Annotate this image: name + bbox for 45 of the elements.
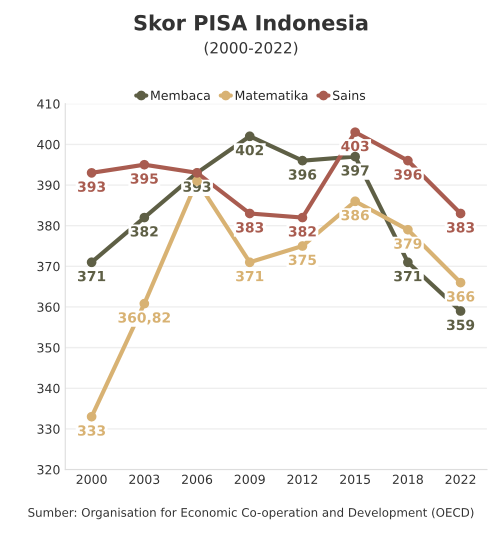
x-tick-label: 2022: [446, 474, 476, 484]
legend-label: Matematika: [236, 90, 308, 100]
y-tick-label: 340: [37, 384, 60, 394]
legend-label: Membaca: [151, 90, 210, 100]
data-label: 371: [78, 270, 106, 282]
data-label: 360,82: [118, 312, 170, 324]
data-label: 333: [78, 425, 106, 436]
data-label: 382: [130, 226, 158, 237]
y-tick-label: 400: [37, 140, 60, 150]
data-label: 375: [288, 254, 316, 266]
x-tick-label: 2006: [182, 474, 212, 484]
y-tick-label: 320: [37, 465, 60, 474]
y-tick-label: 370: [37, 262, 60, 272]
data-label: 403: [341, 140, 369, 152]
data-label: 393: [78, 181, 106, 192]
chart-subtitle: (2000-2022): [204, 42, 298, 56]
data-label: 371: [394, 270, 422, 282]
data-label: 386: [342, 210, 369, 220]
x-tick-label: 2003: [129, 474, 160, 484]
data-label: 371: [236, 270, 264, 282]
data-label: 359: [447, 320, 474, 330]
x-tick-label: 2009: [234, 474, 265, 484]
x-tick-label: 2015: [340, 474, 370, 484]
legend-label: Sains: [333, 90, 366, 100]
data-label: 402: [236, 144, 264, 156]
data-label: 396: [288, 169, 316, 180]
x-tick-label: 2000: [76, 474, 107, 484]
x-tick-label: 2018: [392, 474, 423, 484]
y-tick-label: 410: [37, 99, 60, 109]
y-tick-label: 360: [37, 302, 60, 312]
data-label: 379: [394, 238, 422, 249]
data-label: 383: [447, 222, 474, 233]
data-label: 382: [288, 226, 316, 237]
y-tick-label: 380: [37, 221, 60, 231]
data-label: 397: [342, 165, 369, 176]
data-label: 396: [394, 169, 422, 180]
y-tick-label: 330: [37, 424, 60, 434]
y-tick-label: 390: [37, 180, 60, 190]
data-label: 383: [236, 222, 264, 233]
text: Sumber: Organisation for Economic Co-operation and Development (OECD): [28, 508, 474, 520]
y-tick-label: 350: [37, 343, 60, 353]
chart-title: Skor PISA Indonesia: [134, 14, 368, 31]
data-label: 366: [447, 291, 474, 302]
data-label: 395: [130, 173, 158, 184]
x-tick-label: 2012: [287, 474, 318, 484]
